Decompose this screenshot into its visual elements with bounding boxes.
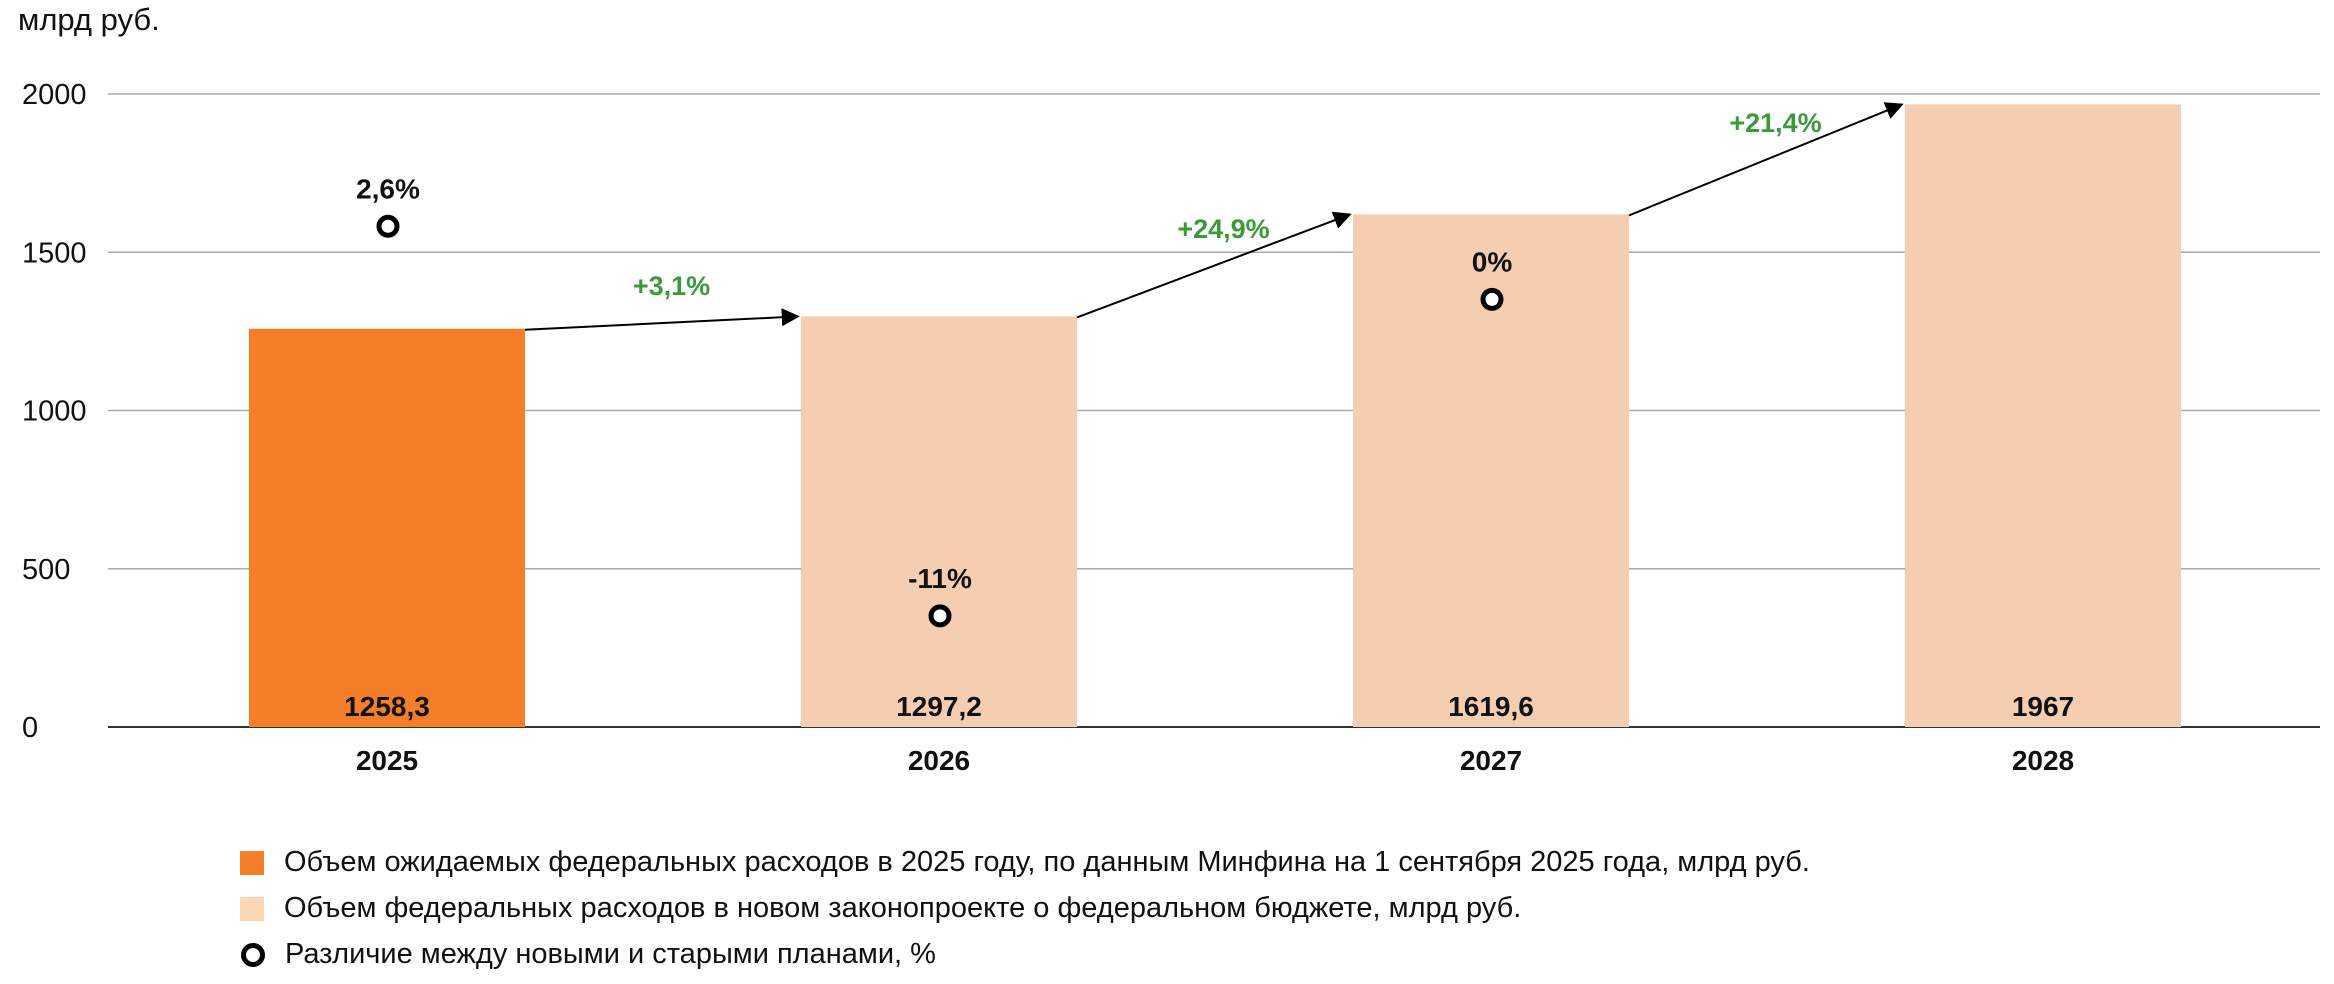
difference-marker — [928, 604, 952, 628]
difference-label: -11% — [908, 563, 972, 594]
y-tick-label: 1500 — [22, 237, 87, 269]
y-tick-label: 500 — [22, 554, 70, 586]
y-tick-label: 2000 — [22, 79, 87, 111]
y-tick-label: 0 — [22, 712, 38, 744]
bar-value-label: 1297,2 — [896, 691, 982, 722]
difference-marker — [376, 214, 400, 238]
legend-label: Различие между новыми и старыми планами,… — [285, 938, 936, 970]
difference-label: 0% — [1472, 246, 1513, 277]
difference-marker — [1480, 287, 1504, 311]
x-tick-label: 2027 — [1460, 745, 1522, 776]
x-tick-label: 2028 — [2012, 745, 2074, 776]
legend-swatch-expected — [240, 850, 264, 875]
bar-value-label: 1258,3 — [344, 691, 430, 722]
bar-value-label: 1967 — [2012, 691, 2074, 722]
legend-item-marker: Различие между новыми и старыми планами,… — [240, 938, 936, 971]
bar-2028 — [1905, 104, 2181, 727]
y-axis-unit-label: млрд руб. — [18, 2, 160, 37]
growth-arrow — [1628, 102, 1904, 217]
growth-arrow — [524, 308, 800, 331]
bar-2026 — [801, 316, 1077, 727]
bar-chart: 0 500 1000 1500 2000 1258,3 2025 1297,2 2026 1619… — [22, 79, 2320, 776]
bar-2025 — [249, 328, 525, 727]
y-tick-label: 1000 — [22, 396, 87, 428]
growth-label: +21,4% — [1729, 108, 1821, 138]
growth-arrow — [1076, 211, 1352, 319]
legend-label: Объем федеральных расходов в новом закон… — [284, 892, 1522, 924]
legend-label: Объем ожидаемых федеральных расходов в 2… — [284, 846, 1810, 878]
legend-item-expected: Объем ожидаемых федеральных расходов в 2… — [240, 846, 1810, 879]
legend-marker-ring-icon — [241, 942, 265, 967]
x-tick-label: 2025 — [356, 745, 418, 776]
difference-label: 2,6% — [356, 173, 420, 204]
legend-item-new: Объем федеральных расходов в новом закон… — [240, 892, 1521, 925]
legend-swatch-new — [240, 896, 264, 921]
growth-label: +3,1% — [633, 271, 710, 301]
growth-label: +24,9% — [1177, 214, 1269, 244]
bar-value-label: 1619,6 — [1448, 691, 1534, 722]
x-tick-label: 2026 — [908, 745, 970, 776]
